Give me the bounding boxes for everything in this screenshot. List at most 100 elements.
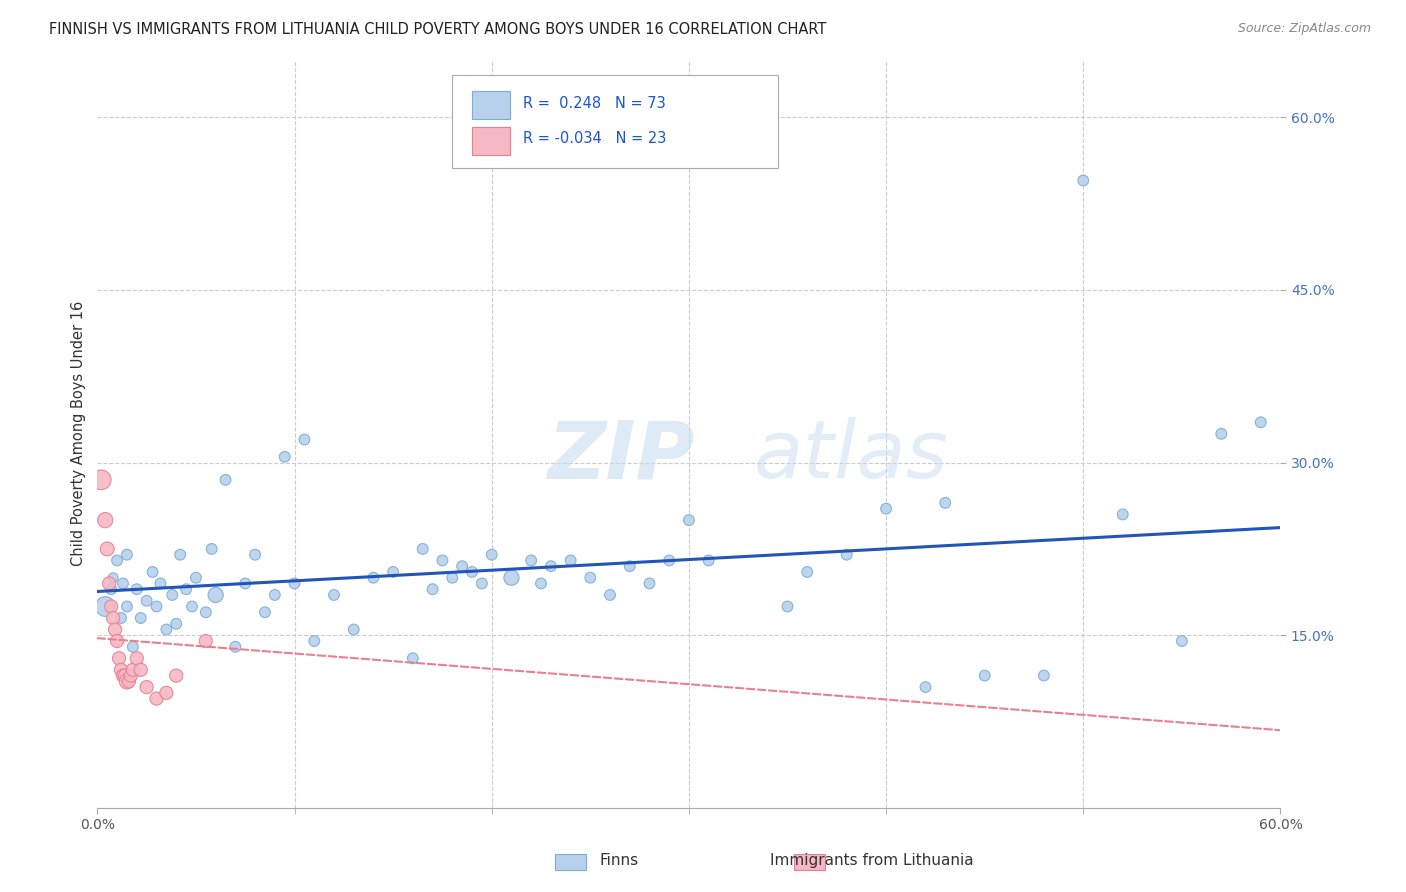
Point <box>1250 415 1272 429</box>
Point <box>115 548 138 562</box>
Point <box>181 599 204 614</box>
Point <box>697 553 720 567</box>
Point <box>776 599 799 614</box>
Point <box>94 599 117 614</box>
Point <box>461 565 484 579</box>
Point <box>110 663 132 677</box>
Point <box>155 623 177 637</box>
Point <box>619 559 641 574</box>
Point <box>292 433 315 447</box>
Point <box>560 553 582 567</box>
Point <box>263 588 285 602</box>
Point <box>233 576 256 591</box>
Point <box>1211 426 1233 441</box>
Point <box>111 668 134 682</box>
Point <box>108 651 131 665</box>
Point <box>451 559 474 574</box>
Point <box>1112 508 1135 522</box>
Point <box>579 571 602 585</box>
Point <box>94 513 117 527</box>
Point <box>142 565 165 579</box>
Point <box>835 548 858 562</box>
Point <box>135 680 157 694</box>
Text: R = -0.034   N = 23: R = -0.034 N = 23 <box>523 131 666 146</box>
FancyBboxPatch shape <box>472 127 510 155</box>
Point <box>382 565 405 579</box>
Point <box>520 553 543 567</box>
Point <box>120 668 142 682</box>
Point <box>343 623 366 637</box>
Point <box>1032 668 1054 682</box>
Point <box>110 611 132 625</box>
Point <box>283 576 305 591</box>
Point <box>155 686 177 700</box>
Point <box>363 571 385 585</box>
Point <box>678 513 700 527</box>
Point <box>90 473 112 487</box>
Point <box>204 588 226 602</box>
Point <box>530 576 553 591</box>
Point <box>96 541 118 556</box>
Point <box>114 668 136 682</box>
Point <box>121 640 143 654</box>
Point <box>145 599 167 614</box>
Point <box>149 576 172 591</box>
Point <box>599 588 621 602</box>
Point <box>145 691 167 706</box>
Point <box>402 651 425 665</box>
FancyBboxPatch shape <box>472 91 510 120</box>
Point <box>471 576 494 591</box>
Point <box>1071 173 1094 187</box>
Point <box>934 496 956 510</box>
Point <box>323 588 346 602</box>
Point <box>481 548 503 562</box>
Point <box>162 588 184 602</box>
Point <box>101 571 124 585</box>
Text: atlas: atlas <box>754 417 949 495</box>
Text: Finns: Finns <box>599 854 638 868</box>
Point <box>184 571 207 585</box>
Point <box>875 501 897 516</box>
Text: Source: ZipAtlas.com: Source: ZipAtlas.com <box>1237 22 1371 36</box>
Point <box>129 663 152 677</box>
Point <box>100 599 122 614</box>
Point <box>125 582 148 597</box>
Point <box>441 571 464 585</box>
Point <box>973 668 995 682</box>
Point <box>165 668 187 682</box>
Point <box>98 576 121 591</box>
Point <box>658 553 681 567</box>
Point <box>224 640 246 654</box>
Point <box>201 541 224 556</box>
Text: FINNISH VS IMMIGRANTS FROM LITHUANIA CHILD POVERTY AMONG BOYS UNDER 16 CORRELATI: FINNISH VS IMMIGRANTS FROM LITHUANIA CHI… <box>49 22 827 37</box>
Point <box>253 605 276 619</box>
FancyBboxPatch shape <box>453 75 778 168</box>
Point <box>174 582 197 597</box>
Point <box>105 634 128 648</box>
Point <box>501 571 523 585</box>
Point <box>914 680 936 694</box>
Point <box>638 576 661 591</box>
Point <box>432 553 454 567</box>
Point <box>129 611 152 625</box>
Point <box>118 674 141 689</box>
Point <box>115 674 138 689</box>
Y-axis label: Child Poverty Among Boys Under 16: Child Poverty Among Boys Under 16 <box>72 301 86 566</box>
Point <box>111 576 134 591</box>
Text: Immigrants from Lithuania: Immigrants from Lithuania <box>770 854 973 868</box>
Point <box>104 623 127 637</box>
Point <box>125 651 148 665</box>
Point <box>169 548 191 562</box>
Point <box>194 605 217 619</box>
Point <box>115 599 138 614</box>
Point <box>165 616 187 631</box>
Point <box>101 611 124 625</box>
Point <box>243 548 266 562</box>
Point <box>121 663 143 677</box>
Point <box>214 473 236 487</box>
Text: ZIP: ZIP <box>547 417 695 495</box>
Point <box>194 634 217 648</box>
Point <box>796 565 818 579</box>
Point <box>1171 634 1194 648</box>
Point <box>100 582 122 597</box>
